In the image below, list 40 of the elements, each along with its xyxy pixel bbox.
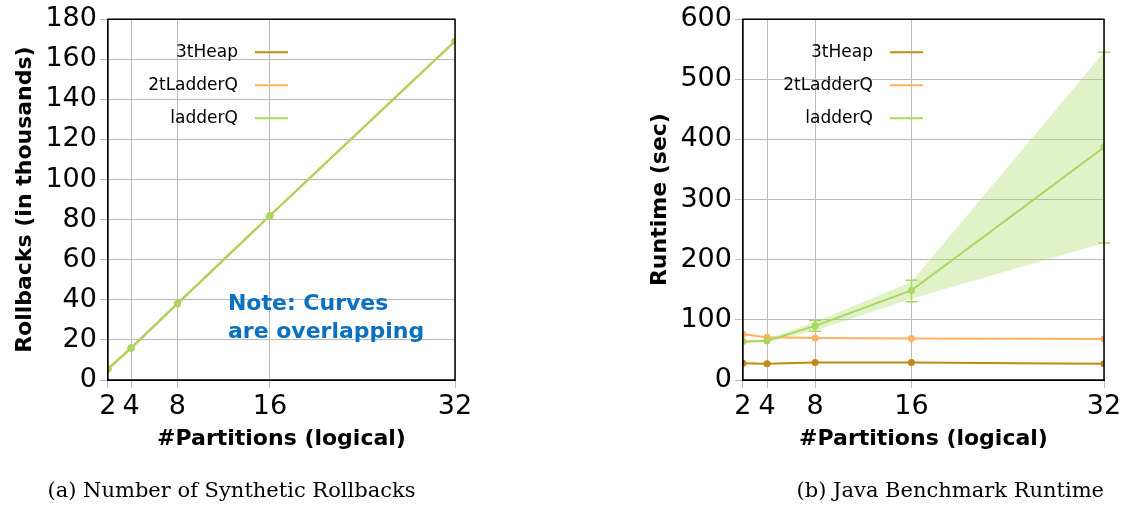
y-tick-label: 40 [62, 281, 97, 313]
y-tick-label: 20 [62, 321, 97, 353]
x-tick-label: 16 [252, 389, 288, 421]
x-tick-label: 2 [99, 389, 117, 421]
y-tick-label: 200 [680, 241, 732, 273]
y-axis-title: Runtime (sec) [645, 113, 671, 287]
y-tick-label: 100 [45, 161, 97, 193]
legend-label: 2tLadderQ [148, 73, 238, 94]
y-tick-label: 140 [45, 81, 97, 113]
y-tick-label: 120 [45, 121, 97, 153]
x-tick-label: 32 [1086, 389, 1122, 421]
legend-label: ladderQ [170, 106, 238, 127]
x-tick-label: 8 [168, 389, 186, 421]
legend-label: 3tHeap [811, 40, 873, 61]
y-tick-label: 600 [680, 1, 732, 33]
x-axis-title: #Partitions (logical) [799, 425, 1048, 451]
x-tick-label: 4 [758, 389, 776, 421]
x-tick-label: 4 [122, 389, 140, 421]
y-tick-label: 400 [680, 121, 732, 153]
y-tick-label: 500 [680, 61, 732, 93]
y-axis-title: Rollbacks (in thousands) [10, 46, 36, 353]
legend-label: 3tHeap [176, 40, 238, 61]
y-tick-label: 0 [714, 362, 732, 394]
y-tick-label: 60 [62, 241, 97, 273]
x-tick-label: 2 [734, 389, 752, 421]
y-tick-label: 160 [45, 41, 97, 73]
y-tick-label: 0 [79, 362, 97, 394]
y-tick-label: 300 [680, 181, 732, 213]
y-tick-label: 180 [45, 1, 97, 33]
annotation: Note: Curves are overlapping [227, 290, 425, 343]
text: (b) Java Benchmark Runtime [796, 477, 1104, 502]
legend-label: ladderQ [805, 106, 873, 127]
x-tick-label: 8 [806, 389, 824, 421]
legend-label: 2tLadderQ [783, 73, 873, 94]
x-tick-label: 16 [894, 389, 929, 421]
x-axis-title: #Partitions (logical) [157, 425, 406, 451]
y-tick-label: 100 [680, 301, 732, 333]
text: (a) Number of Synthetic Rollbacks [47, 477, 416, 502]
x-tick-label: 32 [437, 389, 473, 421]
y-tick-label: 80 [62, 201, 97, 233]
